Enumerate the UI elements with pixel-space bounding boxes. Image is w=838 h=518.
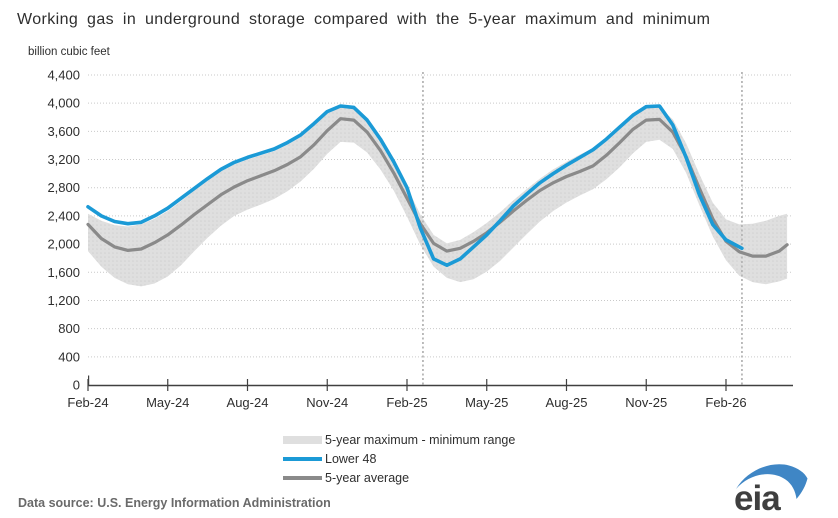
legend-item-average: 5-year average	[283, 468, 515, 487]
x-axis-tick-label: Feb-25	[386, 395, 427, 410]
y-axis-tick-label: 800	[58, 321, 80, 336]
eia-logo-text: eia	[734, 479, 781, 513]
data-source-note: Data source: U.S. Energy Information Adm…	[18, 496, 331, 510]
legend-item-lower48: Lower 48	[283, 449, 515, 468]
legend-label: Lower 48	[325, 452, 376, 466]
y-axis-tick-label: 1,600	[47, 265, 80, 280]
lower48-line-swatch	[283, 457, 322, 461]
y-axis-tick-label: 0	[73, 378, 80, 393]
y-axis-tick-label: 2,800	[47, 180, 80, 195]
average-line-swatch	[283, 476, 322, 480]
y-axis-tick-label: 4,400	[47, 68, 80, 83]
x-axis-tick-label: May-24	[146, 395, 189, 410]
x-axis-tick-label: May-25	[465, 395, 508, 410]
x-axis-tick-label: Feb-26	[705, 395, 746, 410]
x-axis-tick-label: Aug-24	[227, 395, 269, 410]
x-axis-tick-label: Aug-25	[546, 395, 588, 410]
x-axis-tick-label: Nov-25	[625, 395, 667, 410]
y-axis-tick-label: 1,200	[47, 293, 80, 308]
legend-label: 5-year maximum - minimum range	[325, 433, 515, 447]
y-axis-tick-label: 400	[58, 349, 80, 364]
y-axis-tick-label: 3,200	[47, 152, 80, 167]
y-axis-tick-label: 2,000	[47, 237, 80, 252]
range-band-swatch	[283, 436, 322, 444]
x-axis-tick-label: Nov-24	[306, 395, 348, 410]
eia-logo: eia	[732, 461, 810, 513]
chart-legend: 5-year maximum - minimum range Lower 48 …	[283, 430, 515, 487]
legend-label: 5-year average	[325, 471, 409, 485]
plot-area: 0 400 800 1,200 1,600 2,000 2,400 2,800 3,200 3,6…	[47, 68, 793, 411]
y-axis-tick-label: 4,000	[47, 96, 80, 111]
legend-item-range: 5-year maximum - minimum range	[283, 430, 515, 449]
y-axis-tick-label: 3,600	[47, 124, 80, 139]
x-axis-tick-label: Feb-24	[67, 395, 108, 410]
y-axis-tick-label: 2,400	[47, 208, 80, 223]
